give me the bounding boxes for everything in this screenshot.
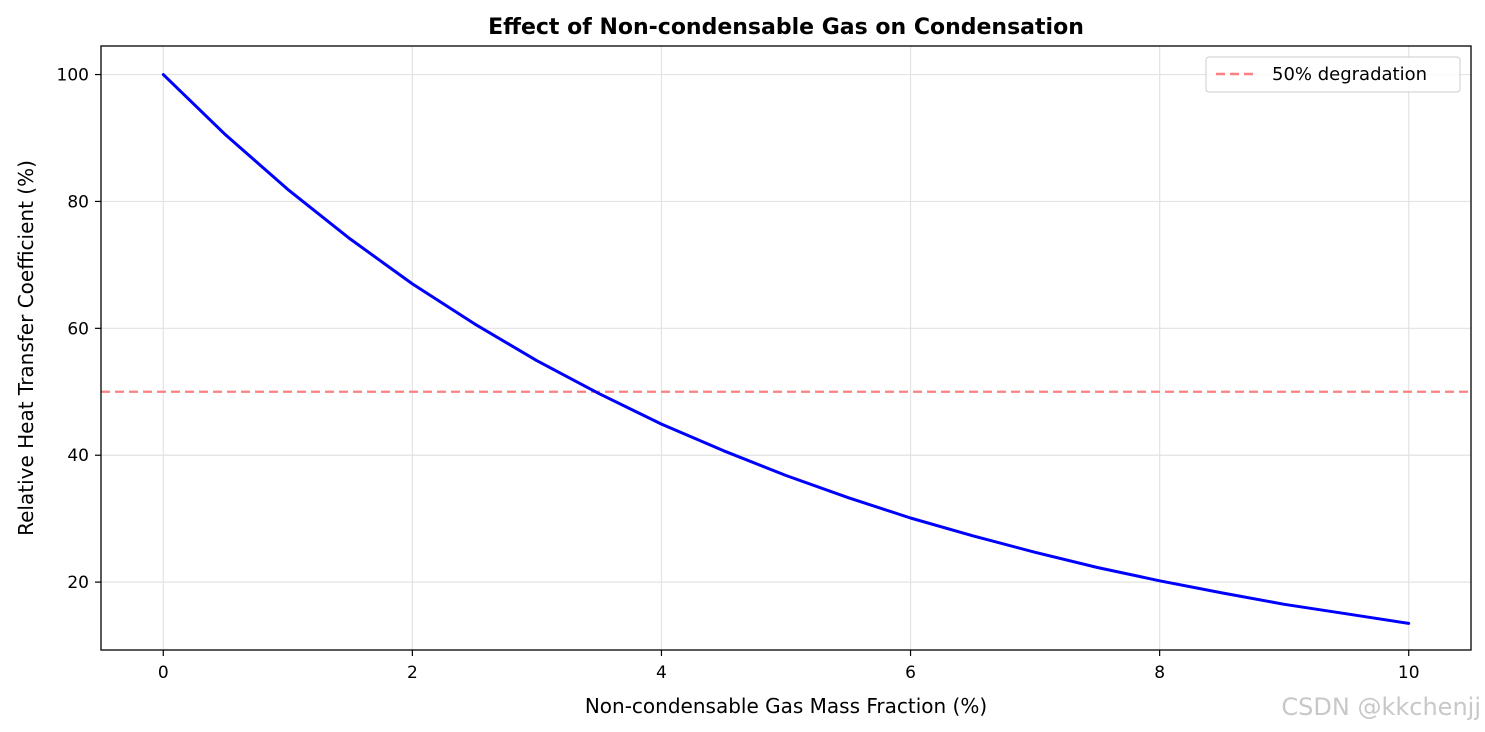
x-tick-label: 10 xyxy=(1398,663,1420,683)
y-tick-label: 20 xyxy=(67,573,89,593)
legend-label-50-degradation: 50% degradation xyxy=(1272,64,1427,85)
y-tick-label: 80 xyxy=(67,192,89,212)
x-tick-label: 6 xyxy=(905,663,916,683)
y-axis-label: Relative Heat Transfer Coefficient (%) xyxy=(14,160,38,536)
legend-box xyxy=(1205,56,1461,93)
watermark: CSDN @kkchenjj xyxy=(1281,693,1481,721)
x-tick-label: 0 xyxy=(158,663,169,683)
y-tick-label: 60 xyxy=(67,319,89,339)
x-tick-label: 2 xyxy=(407,663,418,683)
x-tick-label: 4 xyxy=(656,663,667,683)
x-axis-ticks: 0 2 4 6 8 10 xyxy=(158,650,1420,683)
x-tick-label: 8 xyxy=(1154,663,1165,683)
plot-area xyxy=(101,73,1471,625)
y-axis-ticks: 20 40 60 80 100 xyxy=(57,66,101,593)
chart-title: Effect of Non-condensable Gas on Condens… xyxy=(488,15,1084,40)
y-tick-label: 100 xyxy=(57,66,89,86)
axes-frame xyxy=(100,45,1472,651)
x-axis-label: Non-condensable Gas Mass Fraction (%) xyxy=(585,694,987,718)
grid xyxy=(101,46,1471,650)
series-line-heat-transfer xyxy=(161,73,1411,625)
legend: 50% degradation xyxy=(1205,56,1461,93)
y-tick-label: 40 xyxy=(67,446,89,466)
